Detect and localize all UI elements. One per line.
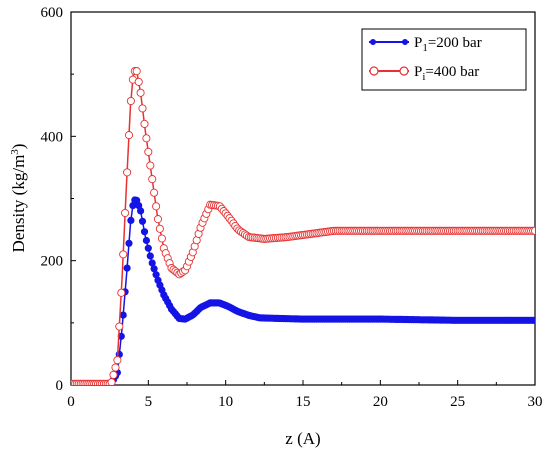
series-2-marker xyxy=(157,234,166,243)
series-2-marker xyxy=(119,250,128,259)
series-2-marker xyxy=(115,322,124,331)
series-1-marker xyxy=(138,217,147,225)
series-2 xyxy=(71,67,535,385)
y-tick-label-1: 200 xyxy=(41,254,64,270)
legend-1-prefix: P xyxy=(414,35,422,51)
series-1-marker xyxy=(119,311,127,319)
series-2-marker xyxy=(132,67,141,76)
y-axis-title-main: Density (kg/m xyxy=(9,155,28,253)
series-1-marker xyxy=(123,264,131,272)
series-2-marker xyxy=(107,378,116,385)
series-2-marker xyxy=(126,96,135,106)
series-2-marker xyxy=(530,226,535,235)
series-1-marker xyxy=(150,265,158,273)
series-1-marker xyxy=(531,316,535,324)
series-2-marker xyxy=(153,215,163,224)
series-2-marker xyxy=(123,168,132,177)
series-2-marker xyxy=(152,202,161,211)
y-axis-title-close: ) xyxy=(9,144,28,150)
legend-label-series-1: P1=200 bar xyxy=(414,35,482,54)
series-2-marker xyxy=(146,161,155,170)
legend-2-prefix: P xyxy=(414,64,422,80)
x-tick-label-1: 5 xyxy=(145,394,153,410)
x-axis-title: z (A) xyxy=(285,429,320,448)
legend-box xyxy=(361,28,527,91)
x-tick-label-0: 0 xyxy=(67,394,75,410)
series-layer xyxy=(71,67,535,385)
ticks-layer: 0 5 10 15 20 25 30 0 200 400 600 xyxy=(41,5,543,410)
series-2-marker xyxy=(111,363,120,372)
series-2-marker xyxy=(117,288,126,297)
legend-marker-right-series-2 xyxy=(399,66,409,76)
y-tick-label-3: 600 xyxy=(41,5,64,21)
x-tick-label-3: 15 xyxy=(296,394,311,410)
series-2-marker xyxy=(138,104,147,113)
series-1-marker xyxy=(137,207,145,215)
legend-marker-left-series-2 xyxy=(369,66,379,76)
y-axis-title-sup: 3 xyxy=(9,149,21,155)
series-1-marker xyxy=(127,216,135,224)
legend-2-suffix: =400 bar xyxy=(425,64,479,80)
series-2-marker xyxy=(140,119,149,128)
legend: P1=200 bar Pi=400 bar xyxy=(361,28,527,91)
x-tick-label-6: 30 xyxy=(528,394,543,410)
legend-1-sub: 1 xyxy=(422,42,428,54)
y-axis-title: Density (kg/m3) xyxy=(9,144,28,253)
series-2-marker xyxy=(124,131,134,140)
series-2-marker xyxy=(113,356,122,365)
x-tick-label-2: 10 xyxy=(218,394,233,410)
legend-marker-right-series-1 xyxy=(402,39,408,45)
legend-2-sub: i xyxy=(422,71,425,83)
legend-marker-left-series-1 xyxy=(370,39,376,45)
x-tick-label-5: 25 xyxy=(450,394,465,410)
series-2-marker xyxy=(136,88,145,97)
series-2-marker xyxy=(109,370,118,379)
series-2-marker xyxy=(150,188,159,197)
series-1-marker xyxy=(144,244,152,252)
series-1 xyxy=(71,196,535,385)
legend-1-suffix: =200 bar xyxy=(428,35,482,51)
y-tick-label-2: 400 xyxy=(41,129,64,145)
series-1-marker xyxy=(125,239,133,247)
y-tick-label-0: 0 xyxy=(56,378,64,394)
series-2-marker xyxy=(155,224,164,233)
series-2-marker xyxy=(142,134,151,143)
legend-label-series-2: Pi=400 bar xyxy=(414,64,479,83)
series-2-marker xyxy=(134,77,143,86)
x-tick-label-4: 20 xyxy=(373,394,388,410)
series-2-marker xyxy=(121,208,130,218)
series-1-marker xyxy=(142,236,150,245)
series-1-marker xyxy=(140,228,149,236)
series-2-marker xyxy=(144,147,153,156)
series-1-marker xyxy=(146,252,154,260)
series-2-marker xyxy=(148,175,157,184)
